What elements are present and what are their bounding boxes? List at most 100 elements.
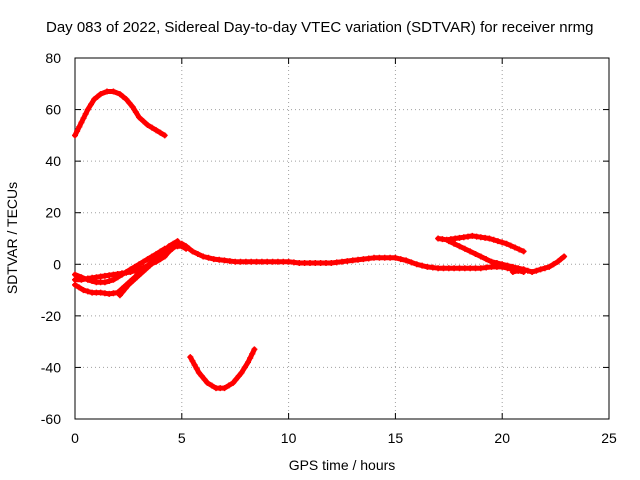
data-point (387, 254, 394, 261)
data-point (157, 248, 164, 255)
data-point (136, 114, 143, 121)
data-point (488, 258, 495, 265)
data-point (461, 265, 468, 272)
data-point (122, 285, 129, 292)
data-point (198, 373, 205, 379)
data-point (317, 260, 324, 266)
data-point (323, 260, 329, 266)
data-point (472, 265, 479, 272)
data-point (290, 259, 297, 266)
data-point (509, 269, 516, 275)
data-point (264, 258, 271, 265)
data-point (413, 261, 420, 268)
data-point (151, 258, 157, 265)
data-point (381, 254, 388, 261)
data-point (155, 256, 162, 263)
data-point (339, 258, 345, 265)
data-point (516, 246, 523, 253)
data-point (144, 122, 151, 128)
data-point (349, 257, 356, 264)
data-point (159, 253, 166, 260)
data-point (445, 238, 452, 245)
data-point (72, 132, 78, 139)
data-point (97, 91, 104, 98)
data-point (258, 258, 265, 265)
y-tick-label: 20 (45, 205, 61, 221)
data-point (129, 104, 136, 110)
data-point (537, 266, 544, 273)
data-point (241, 364, 248, 371)
data-point (193, 365, 200, 372)
data-point (486, 235, 493, 242)
data-point (84, 106, 91, 113)
data-point (225, 382, 232, 389)
data-point (397, 256, 404, 263)
data-point (84, 288, 91, 295)
data-point (230, 379, 237, 386)
data-point (247, 355, 254, 361)
data-point (451, 265, 458, 272)
data-point (91, 96, 98, 103)
data-point (80, 115, 87, 122)
data-point (132, 109, 139, 116)
data-point (472, 251, 479, 257)
series-line (72, 89, 168, 138)
data-point (515, 267, 522, 274)
data-point (507, 242, 514, 249)
data-point (162, 251, 169, 257)
data-point (161, 245, 168, 252)
data-point (120, 93, 127, 100)
data-point (483, 256, 490, 263)
data-point (208, 382, 215, 389)
data-point (106, 278, 113, 284)
data-point (76, 123, 83, 130)
data-point (200, 253, 207, 260)
data-point (161, 132, 168, 139)
data-point (490, 236, 497, 243)
data-point (467, 265, 474, 272)
data-point (189, 248, 196, 255)
data-point (456, 265, 463, 272)
x-axis-label: GPS time / hours (289, 457, 396, 473)
data-point (248, 258, 255, 265)
data-point (429, 264, 436, 271)
data-point (123, 269, 130, 275)
data-point (221, 385, 228, 392)
y-tick-label: -40 (41, 359, 61, 375)
data-point (269, 258, 276, 265)
data-point (557, 256, 564, 263)
chart-title: Day 083 of 2022, Sidereal Day-to-day VTE… (46, 19, 594, 36)
x-tick-label: 15 (388, 430, 404, 446)
series-arc-9 (72, 243, 190, 286)
data-point (435, 265, 442, 272)
data-point (136, 261, 143, 268)
data-point (140, 118, 147, 125)
data-point (371, 254, 377, 261)
data-point (78, 119, 85, 126)
data-point (550, 261, 557, 268)
y-tick-label: -20 (41, 308, 61, 324)
data-point (72, 281, 78, 288)
data-point (88, 101, 94, 108)
data-point (503, 240, 510, 247)
data-point (245, 359, 251, 366)
x-tick-label: 5 (178, 430, 186, 446)
data-point (116, 91, 123, 98)
data-point (72, 276, 78, 283)
data-point (142, 266, 149, 273)
x-tick-label: 0 (71, 430, 79, 446)
data-point (238, 369, 245, 376)
data-point (541, 265, 548, 272)
data-point (76, 284, 83, 291)
data-point (512, 244, 518, 251)
data-point (301, 260, 308, 266)
data-point (131, 263, 138, 270)
data-point (144, 256, 151, 263)
data-point (499, 261, 506, 268)
data-point (249, 350, 256, 357)
data-point (493, 260, 500, 266)
data-point (296, 260, 303, 266)
data-point (191, 361, 198, 368)
data-point (274, 258, 281, 265)
data-point (467, 248, 474, 255)
